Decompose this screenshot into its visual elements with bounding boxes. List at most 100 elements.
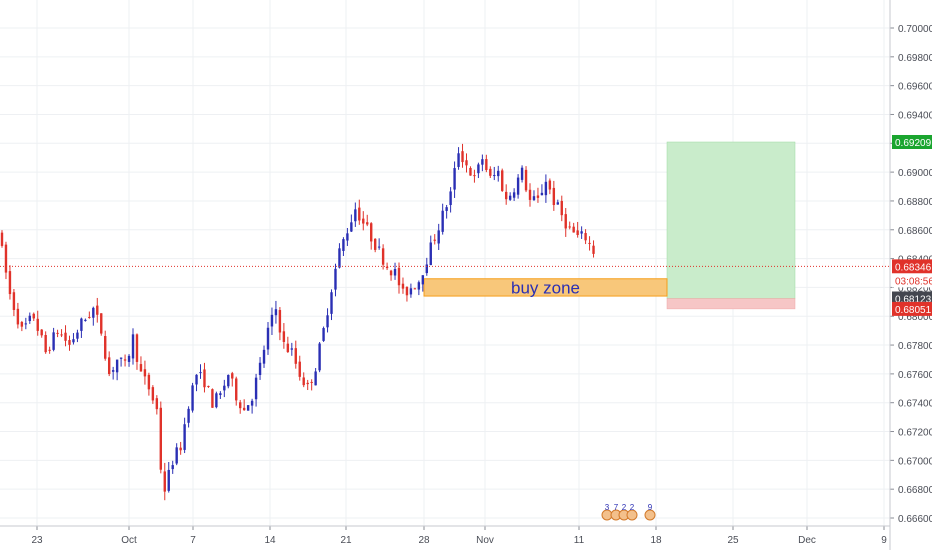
candle-body — [246, 405, 250, 411]
candle-body — [306, 382, 309, 385]
candle-body — [298, 361, 301, 377]
x-tick-label: Nov — [476, 535, 494, 546]
candle-body — [286, 343, 290, 353]
zone-price-label: 0.68123 — [895, 295, 932, 306]
candle-body — [72, 339, 75, 343]
candle-body — [203, 369, 206, 388]
candle-body — [48, 349, 51, 351]
candle-body — [96, 305, 99, 315]
candle-body — [60, 334, 63, 336]
candle-body — [16, 308, 20, 325]
current-price-label: 0.68346 — [895, 262, 932, 273]
candle-body — [36, 318, 39, 331]
candle-body — [40, 329, 43, 336]
event-count: 2 — [630, 503, 635, 512]
candle-body — [425, 264, 428, 274]
candle-body — [28, 315, 31, 322]
candle-body — [544, 181, 548, 196]
stop-loss-label-bg — [892, 301, 932, 316]
candle-body — [556, 202, 559, 205]
candle-body — [179, 447, 182, 451]
candle-body — [314, 371, 317, 386]
candle-body — [504, 191, 508, 200]
candle-body — [373, 238, 377, 250]
candle-body — [195, 374, 198, 385]
candle-body — [449, 191, 452, 206]
candle-body — [135, 334, 139, 362]
candle-body — [12, 292, 16, 310]
candle-body — [215, 393, 218, 408]
candle-body — [417, 282, 421, 290]
candle-body — [389, 270, 393, 276]
y-tick-label: 0.69600 — [898, 82, 932, 93]
candle-body — [366, 222, 369, 225]
candle-body — [580, 231, 583, 234]
candle-body — [362, 218, 365, 224]
candle-body — [187, 408, 190, 423]
candle-body — [123, 359, 127, 361]
x-tick-label: Dec — [798, 535, 816, 546]
candle-body — [4, 244, 8, 273]
y-tick-label: 0.69400 — [898, 110, 932, 121]
candle-body — [429, 242, 432, 266]
candle-body — [239, 402, 242, 409]
stop-loss-zone — [666, 298, 796, 310]
candle-body — [461, 151, 464, 163]
candle-body — [231, 373, 234, 379]
candle-body — [20, 321, 24, 327]
candle-body — [457, 153, 460, 167]
buy-zone-rect — [423, 278, 668, 297]
candle-body — [532, 196, 536, 200]
candle-body — [262, 349, 266, 364]
take-profit-label-bg — [892, 134, 932, 149]
candle-body — [302, 377, 305, 386]
candle-body — [592, 245, 595, 254]
candle-body — [441, 210, 444, 232]
candle-body — [211, 389, 214, 408]
candle-body — [338, 248, 341, 268]
candle-body — [242, 407, 246, 411]
candle-body — [175, 447, 178, 464]
candle-body — [346, 233, 349, 241]
candle-body — [381, 248, 385, 265]
y-tick-label: 0.68600 — [898, 226, 932, 237]
candle-body — [524, 169, 528, 191]
candle-body — [56, 332, 59, 334]
candle-body — [485, 159, 488, 171]
candle-body — [115, 359, 119, 373]
y-tick-label: 0.68200 — [898, 283, 932, 294]
candle-body — [473, 175, 476, 177]
y-tick-label: 0.68000 — [898, 312, 932, 323]
candle-body — [52, 332, 55, 350]
candle-body — [127, 355, 131, 362]
candle-body — [100, 313, 103, 334]
x-tick-label: 18 — [650, 535, 662, 546]
candle-body — [501, 170, 504, 191]
candle-body — [131, 334, 135, 359]
x-tick-label: 7 — [190, 535, 196, 546]
x-tick-label: 23 — [31, 535, 43, 546]
candle-body — [326, 315, 329, 328]
candle-body — [310, 381, 313, 383]
candle-body — [278, 310, 282, 333]
candle-body — [516, 177, 520, 195]
x-tick-label: 14 — [264, 535, 276, 546]
candle-body — [358, 207, 361, 221]
candle-body — [445, 207, 448, 211]
x-tick-label: 21 — [340, 535, 352, 546]
event-flag-icon — [644, 509, 656, 521]
candle-body — [219, 393, 222, 396]
candle-body — [155, 398, 159, 410]
candle-body — [433, 239, 436, 241]
candle-body — [520, 167, 524, 180]
candle-body — [44, 335, 47, 353]
candle-body — [453, 168, 456, 190]
candle-body — [139, 364, 143, 372]
candle-body — [401, 283, 405, 289]
candle-body — [405, 286, 409, 296]
zones — [423, 141, 796, 310]
event-flag-icon — [626, 509, 638, 521]
candle-body — [512, 192, 516, 198]
